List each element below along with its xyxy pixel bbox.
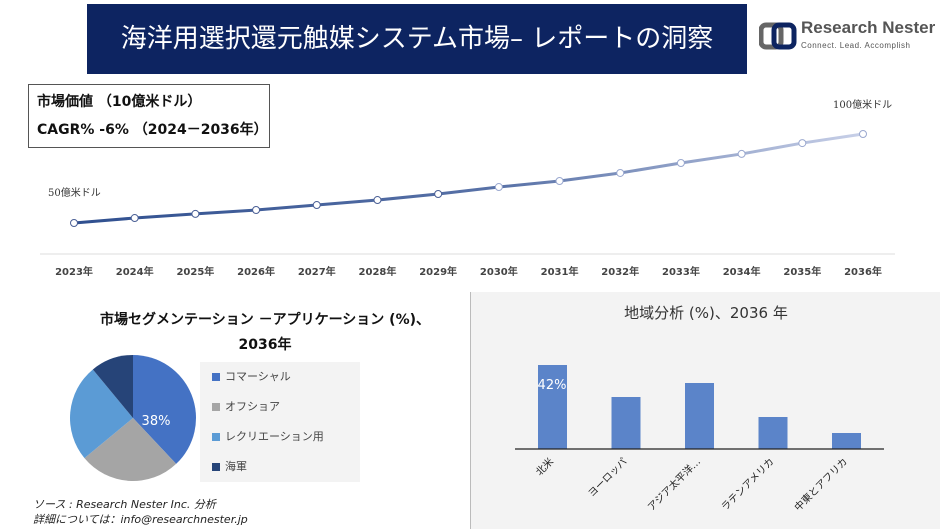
- data-point: [555, 176, 564, 185]
- contact-text: 詳細については：info@researchnester.jp: [33, 513, 248, 526]
- bar: [685, 383, 714, 449]
- regional-panel: 地域分析 (%)、2036 年 北米 ヨーロッパ アジア太平洋… ラテンアメリカ 中東と…: [470, 292, 940, 529]
- pie-data-label: 38%: [142, 414, 171, 429]
- x-tick-label: 2036年: [844, 265, 882, 278]
- legend-item: オフショア: [212, 400, 280, 414]
- legend-label: オフショア: [225, 400, 280, 413]
- legend-swatch: [212, 403, 220, 411]
- data-point: [373, 196, 382, 205]
- data-point: [252, 206, 261, 215]
- line-chart: 2023年 2024年 2025年 2026年 2027年 2028年 2029年 2030年…: [40, 130, 895, 278]
- data-point: [494, 183, 503, 192]
- bar: [611, 397, 641, 449]
- data-point: [616, 168, 625, 177]
- bar: [538, 365, 567, 449]
- x-tick-label: 2027年: [298, 265, 336, 278]
- pie-slice: [133, 355, 197, 464]
- pie-chart: 38%: [70, 355, 197, 481]
- x-tick-label: 2035年: [783, 265, 821, 278]
- legend-swatch: [212, 463, 220, 471]
- logo-tagline: Connect. Lead. Accomplish: [801, 41, 911, 50]
- data-point: [859, 130, 867, 138]
- data-point: [191, 209, 200, 218]
- legend-swatch: [212, 433, 220, 441]
- pie-title: 市場セグメンテーション －アプリケーション (%)、2036年: [99, 312, 430, 353]
- x-tick-label: 2033年: [662, 265, 700, 278]
- x-tick-label: 2032年: [601, 265, 639, 278]
- logo-icon: [759, 22, 797, 50]
- pie-slice: [70, 369, 133, 459]
- legend-item: レクリエーション用: [212, 430, 324, 444]
- pie-legend: コマーシャル オフショアレクリエーション用 海軍: [200, 362, 360, 482]
- x-tick-label: ラテンアメリカ: [719, 456, 777, 514]
- bar-title: 地域分析 (%)、2036 年: [624, 304, 788, 322]
- legend-item: 海軍: [212, 460, 247, 474]
- bar: [832, 433, 861, 449]
- legend-label: レクリエーション用: [225, 430, 324, 443]
- logo-name: Research Nester: [801, 18, 936, 37]
- legend-label: 海軍: [225, 460, 247, 473]
- start-annotation: 50億米ドル: [48, 188, 101, 199]
- x-tick-label: 2028年: [359, 265, 397, 278]
- x-tick-label: 2023年: [55, 265, 93, 278]
- research-nester-logo: Research Nester Connect. Lead. Accomplis…: [757, 18, 936, 58]
- x-tick-label: 2026年: [237, 265, 275, 278]
- x-tick-label: アジア太平洋…: [645, 455, 703, 513]
- x-tick-label: 北米: [533, 455, 556, 478]
- data-point: [798, 139, 807, 148]
- x-tick-label: 2029年: [419, 265, 457, 278]
- source-note: ソース : Research Nester Inc. 分析 詳細については：in…: [33, 497, 248, 527]
- bar-data-label: 42%: [538, 378, 567, 393]
- bar: [758, 417, 788, 449]
- x-tick-label: 中東とアフリカ: [791, 455, 850, 514]
- x-tick-label: 2025年: [176, 265, 214, 278]
- info-box: 市場価値 （10億米ドル） CAGR% -6% （2024－2036年）: [28, 84, 270, 148]
- x-tick-label: 2030年: [480, 265, 518, 278]
- x-tick-label: 2024年: [116, 265, 154, 278]
- source-text: ソース : Research Nester Inc. 分析: [33, 498, 216, 511]
- bar-chart: 北米 ヨーロッパ アジア太平洋… ラテンアメリカ 中東とアフリカ 42%: [515, 365, 884, 514]
- x-tick-label: 2034年: [723, 265, 761, 278]
- end-annotation: 100億米ドル: [833, 100, 893, 111]
- data-point: [130, 214, 139, 223]
- data-point: [737, 149, 746, 158]
- cagr-label: CAGR% -6% （2024－2036年）: [37, 122, 268, 138]
- x-tick-label: ヨーロッパ: [586, 456, 630, 500]
- page-title: 海洋用選択還元触媒システム市場– レポートの洞察: [87, 4, 747, 74]
- data-point: [312, 201, 321, 210]
- market-value-label: 市場価値 （10億米ドル）: [37, 94, 202, 110]
- legend-swatch: [212, 373, 220, 381]
- x-tick-label: 2031年: [541, 265, 579, 278]
- legend-item: コマーシャル: [212, 370, 291, 384]
- legend-label: コマーシャル: [225, 370, 291, 383]
- data-point: [70, 219, 78, 227]
- pie-slice: [92, 355, 133, 418]
- series-line: [73, 132, 864, 225]
- data-point: [676, 159, 685, 168]
- pie-slice: [84, 418, 177, 481]
- data-point: [434, 189, 443, 198]
